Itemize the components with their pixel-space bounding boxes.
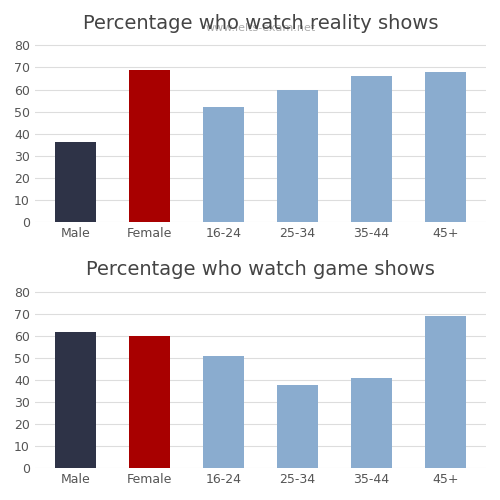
Bar: [129, 70, 170, 222]
Bar: [203, 107, 244, 222]
Bar: [351, 378, 392, 468]
Bar: [277, 384, 318, 468]
Bar: [56, 142, 96, 222]
Bar: [56, 332, 96, 468]
Title: Percentage who watch game shows: Percentage who watch game shows: [86, 260, 435, 280]
Bar: [129, 336, 170, 468]
Bar: [351, 76, 392, 222]
Text: www.ielts-exam.net: www.ielts-exam.net: [206, 22, 316, 32]
Bar: [203, 356, 244, 468]
Title: Percentage who watch reality shows: Percentage who watch reality shows: [82, 14, 438, 33]
Bar: [425, 316, 466, 468]
Bar: [425, 72, 466, 222]
Bar: [277, 90, 318, 222]
